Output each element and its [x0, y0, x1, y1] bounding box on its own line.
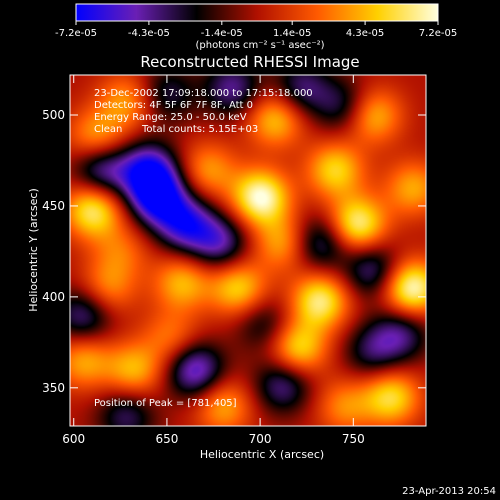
chart-title: Reconstructed RHESSI Image	[140, 53, 360, 71]
y-axis-label: Heliocentric Y (arcsec)	[27, 188, 40, 312]
colorbar-tick-label: -7.2e-05	[55, 28, 97, 39]
footer-timestamp: 23-Apr-2013 20:54	[402, 486, 496, 497]
colorbar-ticks: -7.2e-05 -4.3e-05 -1.4e-05 1.4e-05 4.3e-05 7.…	[55, 21, 457, 39]
x-axis: 600 650 700 750	[62, 75, 365, 446]
y-tick-label: 400	[42, 290, 65, 304]
colorbar-tick-label: 4.3e-05	[346, 28, 384, 39]
x-tick-label: 600	[62, 432, 85, 446]
x-tick-label: 750	[342, 432, 365, 446]
colorbar-tick-label: 1.4e-05	[273, 28, 311, 39]
y-axis: 350 400 450 500	[42, 108, 426, 395]
peak-position-label: Position of Peak = [781,405]	[94, 398, 237, 409]
annotation-block: 23-Dec-2002 17:09:18.000 to 17:15:18.000…	[94, 88, 313, 135]
colorbar-tick-label: -4.3e-05	[128, 28, 170, 39]
x-tick-label: 700	[249, 432, 272, 446]
colorbar-units-label: (photons cm⁻² s⁻¹ asec⁻²)	[195, 40, 324, 51]
plot-frame	[69, 74, 427, 427]
x-tick-label: 650	[155, 432, 178, 446]
colorbar-tick-label: 7.2e-05	[419, 28, 457, 39]
y-tick-label: 450	[42, 199, 65, 213]
annotation-time-range: 23-Dec-2002 17:09:18.000 to 17:15:18.000	[94, 88, 313, 99]
colorbar: -7.2e-05 -4.3e-05 -1.4e-05 1.4e-05 4.3e-05 7.…	[55, 3, 457, 51]
annotation-energy-range: Energy Range: 25.0 - 50.0 keV	[94, 112, 247, 123]
annotation-detectors: Detectors: 4F 5F 6F 7F 8F, Att 0	[94, 100, 253, 111]
y-tick-label: 500	[42, 108, 65, 122]
y-tick-label: 350	[42, 381, 65, 395]
annotation-method: Clean	[94, 124, 122, 135]
colorbar-tick-label: -1.4e-05	[201, 28, 243, 39]
heatmap-image	[70, 75, 426, 426]
colorbar-gradient	[75, 3, 439, 22]
x-axis-label: Heliocentric X (arcsec)	[200, 448, 324, 461]
annotation-total-counts: Total counts: 5.15E+03	[141, 124, 258, 135]
